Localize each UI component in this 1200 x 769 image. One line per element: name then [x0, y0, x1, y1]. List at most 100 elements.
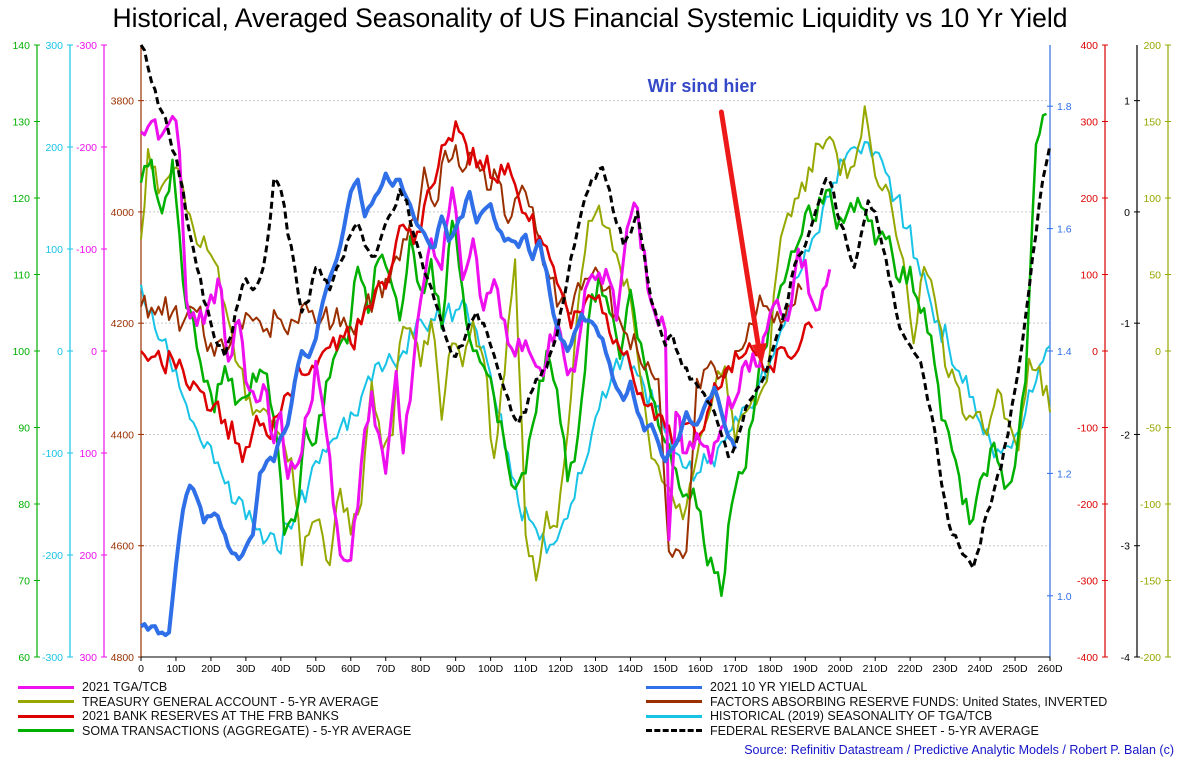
axis-tick-label: -100: [76, 244, 97, 256]
axis-tick-label: -2: [1121, 429, 1130, 441]
axis-tick-label: 100: [12, 346, 30, 358]
series-lines: [139, 44, 1052, 638]
x-tick-label: 50D: [306, 663, 326, 675]
axis-tick-label: 100: [45, 244, 63, 256]
legend-swatch: [646, 700, 702, 704]
axis-tick-label: 200: [1080, 193, 1098, 205]
axis-tick-label: 300: [45, 40, 63, 52]
axis-tick-label: 300: [1080, 117, 1098, 129]
x-tick-label: 150D: [653, 663, 679, 675]
legend-item: 2021 BANK RESERVES AT THE FRB BANKS: [18, 709, 411, 724]
chart-title: Historical, Averaged Seasonality of US F…: [113, 3, 1068, 33]
axis-tick-label: 4600: [111, 541, 135, 553]
axis-tick-label: 50: [1149, 270, 1161, 282]
axis-tick-label: 0: [57, 346, 63, 358]
x-tick-label: 230D: [933, 663, 959, 675]
axis-tick-label: 60: [18, 652, 30, 664]
annotation-arrow: [718, 109, 763, 358]
x-tick-label: 60D: [341, 663, 361, 675]
x-tick-label: 210D: [863, 663, 889, 675]
x-tick-label: 180D: [758, 663, 784, 675]
series-line-red: [140, 120, 814, 464]
x-tick-label: 0: [138, 663, 144, 675]
axis-tick-label: 3800: [111, 96, 135, 108]
legend-label: 2021 10 YR YIELD ACTUAL: [710, 680, 868, 695]
axis-tick-label: -400: [1077, 652, 1098, 664]
axis-tick-label: 140: [12, 40, 30, 52]
legend-label: SOMA TRANSACTIONS (AGGREGATE) - 5-YR AVE…: [82, 723, 412, 738]
axis-tick-label: 1.6: [1057, 224, 1072, 236]
x-tick-label: 130D: [583, 663, 609, 675]
axis-tick-label: -200: [76, 142, 97, 154]
series-line-olive: [140, 105, 1051, 582]
x-tick-label: 260D: [1037, 663, 1063, 675]
axis-tick-label: 100: [1080, 270, 1098, 282]
axis-tick-label: 4400: [111, 429, 135, 441]
legend-item: 2021 TGA/TCB: [18, 680, 411, 695]
x-tick-label: 100D: [478, 663, 504, 675]
legend-left: 2021 TGA/TCB TREASURY GENERAL ACCOUNT - 5…: [18, 680, 411, 738]
axes: 140130120110100908070603002001000-100-20…: [12, 40, 1171, 675]
legend-label: FACTORS ABSORBING RESERVE FUNDS: United …: [710, 694, 1108, 709]
axis-tick-label: 80: [18, 499, 30, 511]
axis-tick-label: 300: [79, 652, 97, 664]
x-tick-label: 30D: [236, 663, 256, 675]
series-line-magenta: [139, 114, 832, 563]
x-tick-label: 250D: [1002, 663, 1028, 675]
axis-tick-label: 1: [1124, 96, 1130, 108]
x-tick-label: 220D: [898, 663, 924, 675]
series-line-black: [139, 44, 1052, 570]
x-tick-label: 190D: [793, 663, 819, 675]
axis-tick-label: 130: [12, 117, 30, 129]
axis-tick-label: 400: [1080, 40, 1098, 52]
axis-tick-label: -4: [1121, 652, 1130, 664]
axis-tick-label: 200: [1143, 40, 1161, 52]
x-tick-label: 160D: [688, 663, 714, 675]
legend-swatch: [18, 729, 74, 733]
legend-label: HISTORICAL (2019) SEASONALITY OF TGA/TCB: [710, 709, 993, 724]
axis-tick-label: 100: [1143, 193, 1161, 205]
legend-swatch: [18, 714, 74, 718]
axis-tick-label: 90: [18, 423, 30, 435]
axis-tick-label: 0: [1092, 346, 1098, 358]
axis-tick-label: 4800: [111, 652, 135, 664]
legend-label: TREASURY GENERAL ACCOUNT - 5-YR AVERAGE: [82, 694, 379, 709]
legend-item: FACTORS ABSORBING RESERVE FUNDS: United …: [646, 695, 1107, 710]
legend-label: FEDERAL RESERVE BALANCE SHEET - 5-YR AVE…: [710, 723, 1039, 738]
axis-tick-label: 0: [1124, 207, 1130, 219]
axis-tick-label: 1.8: [1057, 101, 1072, 113]
legend-right: 2021 10 YR YIELD ACTUAL FACTORS ABSORBING…: [646, 680, 1107, 738]
x-tick-label: 90D: [446, 663, 466, 675]
axis-tick-label: -100: [1140, 499, 1161, 511]
axis-tick-label: 0: [1155, 346, 1161, 358]
x-tick-label: 80D: [411, 663, 431, 675]
legend-item: 2021 10 YR YIELD ACTUAL: [646, 680, 1107, 695]
legend-item: SOMA TRANSACTIONS (AGGREGATE) - 5-YR AVE…: [18, 724, 411, 739]
legend-label: 2021 BANK RESERVES AT THE FRB BANKS: [82, 709, 339, 724]
axis-tick-label: 1.2: [1057, 468, 1072, 480]
axis-tick-label: -200: [42, 550, 63, 562]
axis-tick-label: 110: [13, 270, 30, 282]
axis-tick-label: 4200: [111, 318, 135, 330]
legend-item: HISTORICAL (2019) SEASONALITY OF TGA/TCB: [646, 709, 1107, 724]
axis-tick-label: -150: [1140, 576, 1161, 588]
x-tick-label: 10D: [166, 663, 186, 675]
axis-tick-label: 0: [91, 346, 97, 358]
axis-tick-label: -300: [76, 40, 97, 52]
annotation-group: Wir sind hier: [648, 76, 767, 365]
axis-tick-label: 1.4: [1057, 346, 1072, 358]
legend-swatch: [646, 729, 702, 733]
axis-tick-label: 4000: [111, 207, 135, 219]
legend-swatch: [18, 685, 74, 689]
axis-tick-label: -200: [1140, 652, 1161, 664]
x-tick-label: 70D: [376, 663, 396, 675]
axis-tick-label: -100: [42, 448, 63, 460]
x-tick-label: 20D: [201, 663, 221, 675]
axis-tick-label: 150: [1143, 117, 1161, 129]
x-tick-label: 110D: [513, 663, 538, 675]
axis-tick-label: -300: [42, 652, 63, 664]
axis-tick-label: 1.0: [1057, 591, 1072, 603]
source-note: Source: Refinitiv Datastream / Predictiv…: [744, 743, 1174, 757]
